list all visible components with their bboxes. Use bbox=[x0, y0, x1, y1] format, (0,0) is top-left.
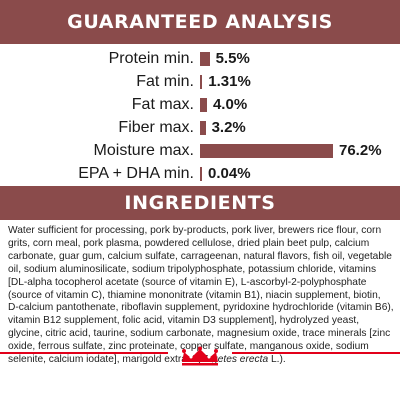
ingredients-text-italic: Tagetes erecta bbox=[201, 354, 269, 366]
footer bbox=[0, 346, 400, 400]
guaranteed-analysis-heading: GUARANTEED ANALYSIS bbox=[0, 0, 400, 44]
ga-label: Fat min. bbox=[136, 73, 194, 90]
ga-value: 0.04% bbox=[208, 165, 251, 182]
ga-row-moisture-max: Moisture max. 76.2% bbox=[0, 139, 400, 163]
footer-line-right bbox=[232, 352, 400, 354]
ingredients-text-main: Water sufficient for processing, pork by… bbox=[8, 225, 394, 366]
ga-value: 5.5% bbox=[215, 50, 250, 67]
ga-row-fat-max: Fat max. 4.0% bbox=[0, 93, 400, 117]
ga-row-protein: Protein min. 5.5% bbox=[0, 47, 400, 71]
ga-bar bbox=[200, 52, 210, 66]
ga-value: 76.2% bbox=[339, 142, 382, 159]
ga-value: 3.2% bbox=[211, 119, 246, 136]
ga-label: Moisture max. bbox=[93, 142, 194, 159]
ingredients-heading: INGREDIENTS bbox=[0, 186, 400, 220]
ga-label: Protein min. bbox=[108, 50, 194, 67]
ga-row-fiber-max: Fiber max. 3.2% bbox=[0, 116, 400, 140]
ga-bar bbox=[200, 98, 207, 112]
footer-line-left bbox=[0, 352, 168, 354]
ga-label: Fat max. bbox=[131, 96, 194, 113]
ga-bar bbox=[200, 167, 202, 181]
ingredients-text-end: L.). bbox=[268, 354, 286, 366]
ga-bar bbox=[200, 121, 206, 135]
ingredients-text: Water sufficient for processing, pork by… bbox=[8, 225, 394, 367]
ga-row-fat-min: Fat min. 1.31% bbox=[0, 70, 400, 94]
ga-value: 4.0% bbox=[212, 96, 248, 113]
ga-label: EPA + DHA min. bbox=[78, 165, 194, 182]
ga-value: 1.31% bbox=[208, 73, 251, 90]
ga-row-epa-dha-min: EPA + DHA min. 0.04% bbox=[0, 162, 400, 186]
ga-bar bbox=[200, 144, 333, 158]
ga-bar bbox=[200, 75, 203, 89]
royal-canin-crown-logo bbox=[182, 346, 218, 366]
ga-label: Fiber max. bbox=[118, 119, 194, 136]
